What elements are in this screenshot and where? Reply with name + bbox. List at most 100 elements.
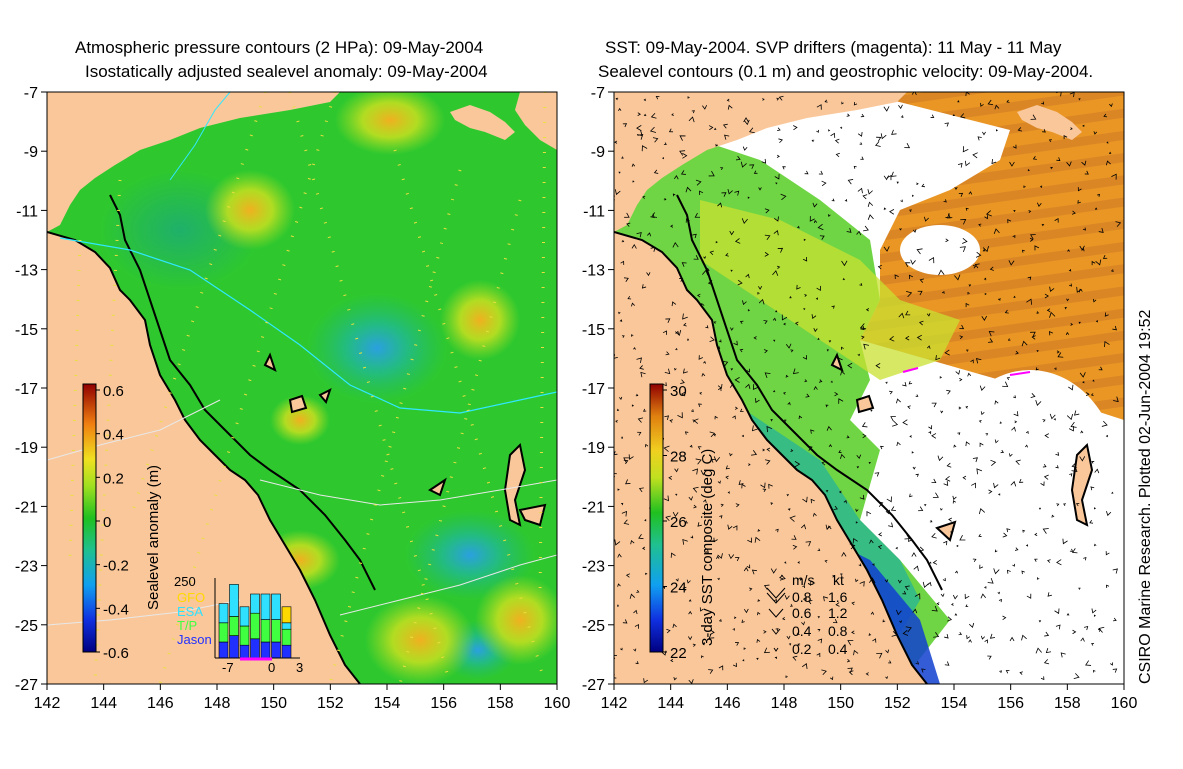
velocity-arrow [888,522,894,528]
velocity-arrow [817,638,823,644]
inset-legend-jason: Jason [177,632,212,647]
velocity-arrow [681,391,686,397]
velocity-arrow [1080,637,1085,642]
velocity-arrow [830,676,834,681]
velocity-arrow [637,112,642,117]
velocity-arrow [682,313,688,320]
velocity-arrow [1111,491,1114,494]
velocity-arrow [1042,129,1046,133]
velocity-arrow [754,536,761,543]
velocity-legend-row4-kt: 0.4 [828,641,848,657]
velocity-arrow [650,112,657,119]
right-ytick-label: -15 [582,322,605,339]
right-ytick-label: -13 [582,263,605,280]
velocity-arrow [853,165,857,169]
right-xtick-label: 158 [1054,695,1081,712]
velocity-arrow [955,570,958,574]
velocity-arrow [1025,430,1029,434]
velocity-arrow [775,628,779,632]
velocity-arrow [743,119,750,126]
velocity-arrow [672,193,676,197]
velocity-arrow [835,602,840,607]
velocity-arrow [762,488,767,492]
left-ytick-label: -19 [15,440,38,457]
velocity-arrow [621,335,625,338]
velocity-arrow [701,372,706,377]
velocity-arrow [708,125,714,131]
velocity-arrow [747,537,753,543]
velocity-arrow [718,387,722,392]
velocity-arrow [773,229,779,236]
velocity-arrow [1051,514,1055,518]
velocity-arrow [673,174,679,180]
velocity-arrow [1006,377,1010,380]
velocity-arrow [614,674,617,679]
velocity-arrow [972,265,977,269]
velocity-arrow [618,311,621,315]
velocity-arrow [805,393,810,398]
velocity-arrow [722,361,729,367]
velocity-arrow [838,490,842,494]
velocity-arrow [1093,669,1096,673]
velocity-arrow [966,635,971,640]
velocity-arrow [888,660,892,664]
velocity-arrow [739,408,744,412]
velocity-arrow [1039,185,1043,188]
left-ytick-label: -11 [16,203,38,220]
velocity-arrow [670,224,674,228]
velocity-arrow [900,115,904,118]
velocity-arrow [916,182,919,186]
velocity-arrow [689,444,693,448]
velocity-arrow [846,435,850,439]
velocity-arrow [713,537,718,543]
velocity-arrow [895,546,898,550]
velocity-arrow [729,452,733,457]
velocity-arrow [725,253,729,257]
velocity-arrow [1098,366,1103,371]
velocity-arrow [898,104,903,110]
velocity-arrow [902,382,907,387]
velocity-arrow [852,537,858,544]
left-xtick-label: 142 [34,695,61,712]
velocity-arrow [1071,466,1078,473]
sst-colorbar-ticks: 30 28 26 24 22 [663,383,687,662]
velocity-arrow [735,503,740,508]
colorbar-tick-label: -0.4 [103,601,129,618]
velocity-arrow [865,308,870,312]
velocity-arrow [640,371,646,378]
velocity-arrow [734,406,739,410]
velocity-arrow [962,146,969,153]
velocity-arrow [918,506,924,512]
velocity-arrow [810,580,816,586]
velocity-arrow [617,488,620,491]
velocity-arrow [1030,393,1036,398]
velocity-arrow [1022,529,1026,533]
velocity-arrow [979,564,984,569]
velocity-arrow [1102,254,1108,259]
velocity-arrow [958,631,963,636]
velocity-arrow [1044,433,1050,439]
velocity-arrow [1085,660,1092,666]
velocity-arrow [955,370,961,375]
velocity-arrow [632,180,635,183]
velocity-arrow [886,174,892,181]
velocity-arrow [933,632,940,638]
velocity-arrow [622,123,628,128]
velocity-arrow [705,325,709,329]
velocity-arrow [775,528,779,533]
velocity-arrow [909,209,912,213]
velocity-arrow [1026,593,1032,599]
velocity-arrow [817,548,821,551]
velocity-arrow [643,678,649,684]
velocity-arrow [646,272,651,277]
velocity-arrow [908,537,913,542]
velocity-arrow [1073,673,1080,679]
velocity-arrow [859,580,865,587]
velocity-arrow [816,652,821,657]
velocity-arrow [727,524,733,530]
velocity-arrow [993,228,1000,235]
velocity-arrow [1056,157,1061,162]
left-title-line2: Isostatically adjusted sealevel anomaly:… [85,62,488,81]
velocity-arrow [620,502,624,506]
velocity-arrow [644,519,647,522]
